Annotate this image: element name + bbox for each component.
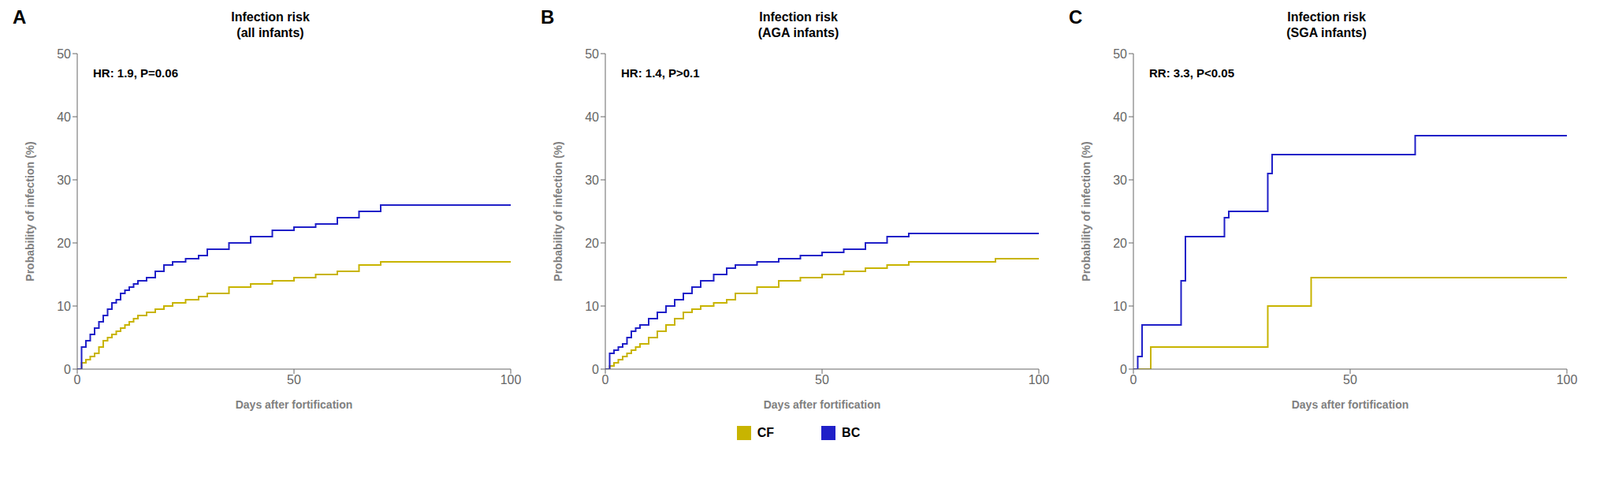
svg-text:0: 0 — [1130, 372, 1138, 387]
html-text:Infection risk: Infection risk — [759, 10, 838, 24]
svg-text:40: 40 — [584, 110, 600, 124]
svg-text:50: 50 — [56, 47, 71, 61]
svg-text:0: 0 — [74, 372, 82, 387]
svg-text:100: 100 — [1556, 372, 1578, 387]
svg-text:10: 10 — [584, 299, 600, 313]
svg-text:Probability of infection (%): Probability of infection (%) — [551, 141, 565, 281]
html-text:(SGA infants): (SGA infants) — [1286, 26, 1367, 40]
svg-text:100: 100 — [1028, 372, 1050, 387]
svg-text:50: 50 — [1343, 372, 1358, 387]
svg-text:Days after fortification: Days after fortification — [763, 398, 882, 411]
svg-text:50: 50 — [1112, 47, 1128, 61]
html-text:Infection risk: Infection risk — [231, 10, 310, 24]
svg-text:10: 10 — [56, 299, 71, 313]
svg-text:50: 50 — [584, 47, 600, 61]
svg-text:Days after fortification: Days after fortification — [1291, 398, 1410, 411]
svg-text:10: 10 — [1112, 299, 1128, 313]
svg-text:20: 20 — [56, 236, 71, 250]
html-text:(AGA infants): (AGA infants) — [757, 26, 839, 40]
html-text:BC: BC — [841, 425, 861, 440]
html-text:CF: CF — [757, 425, 775, 440]
html-text:RR: 3.3, P<0.05: RR: 3.3, P<0.05 — [1149, 66, 1235, 80]
svg-text:20: 20 — [1112, 236, 1128, 250]
html-text:Infection risk: Infection risk — [1287, 10, 1366, 24]
svg-text:Days after fortification: Days after fortification — [235, 398, 354, 411]
html-text:HR: 1.4, P>0.1: HR: 1.4, P>0.1 — [621, 66, 700, 80]
svg-text:30: 30 — [1112, 173, 1128, 187]
svg-text:0: 0 — [63, 362, 71, 376]
svg-text:100: 100 — [500, 372, 522, 387]
svg-text:30: 30 — [584, 173, 600, 187]
svg-text:0: 0 — [1120, 362, 1128, 376]
svg-text:0: 0 — [602, 372, 610, 387]
svg-text:50: 50 — [814, 372, 830, 387]
html-text:(all infants): (all infants) — [236, 26, 304, 40]
svg-text:Probability of infection (%): Probability of infection (%) — [1079, 141, 1093, 281]
html-text:C: C — [1068, 6, 1083, 28]
svg-text:50: 50 — [286, 372, 302, 387]
html-text:B: B — [540, 6, 555, 28]
html-text:A: A — [12, 6, 27, 28]
svg-text:20: 20 — [584, 236, 600, 250]
svg-text:40: 40 — [56, 110, 71, 124]
svg-text:Probability of infection (%): Probability of infection (%) — [23, 141, 37, 281]
html-text:HR: 1.9, P=0.06: HR: 1.9, P=0.06 — [93, 66, 179, 80]
svg-text:30: 30 — [56, 173, 71, 187]
svg-text:0: 0 — [591, 362, 600, 376]
svg-text:40: 40 — [1112, 110, 1128, 124]
